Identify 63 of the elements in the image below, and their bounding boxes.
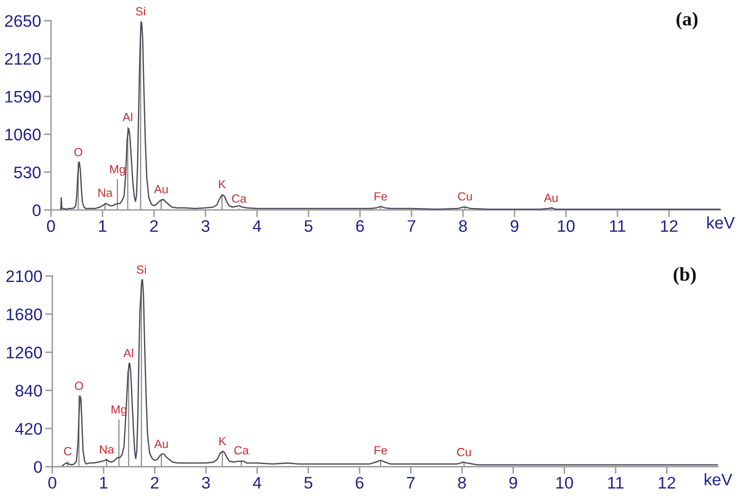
annotation: Al	[123, 348, 134, 358]
x-tick-label: 7	[408, 220, 416, 232]
y-tick-label: 1680	[6, 308, 42, 320]
x-tick-label: 12	[661, 220, 678, 232]
annotation: O	[74, 382, 83, 390]
x-tick-label: 11	[610, 220, 626, 232]
annotation: Ca	[234, 446, 249, 454]
annotation: Al	[122, 112, 132, 122]
annotation: Au	[544, 194, 558, 202]
x-tick-label: 6	[356, 220, 364, 232]
y-tick-label: 0	[34, 461, 42, 473]
y-tick-label: 0	[32, 204, 41, 216]
annotation: Fe	[374, 192, 387, 201]
annotation: K	[219, 437, 226, 446]
x-tick-label: 8	[458, 476, 466, 489]
y-tick-label: 420	[15, 422, 42, 435]
y-tick-label: 2100	[6, 270, 42, 282]
annotation: Mg	[110, 165, 125, 176]
y-tick-label: 530	[14, 166, 41, 178]
annotation: K	[219, 180, 226, 188]
x-tick-label: 2	[150, 220, 158, 232]
x-tick-label: 11	[608, 477, 624, 488]
x-axis-title: keV	[704, 473, 732, 486]
annotation: O	[74, 148, 82, 156]
x-tick-label: 5	[304, 477, 312, 489]
x-tick-label: 1	[100, 477, 108, 488]
annotation: C	[64, 447, 72, 456]
x-tick-label: 10	[558, 220, 575, 232]
annotation: Cu	[457, 448, 471, 456]
annotation: Si	[136, 6, 146, 16]
x-tick-label: 12	[658, 476, 676, 488]
y-tick-label: 2120	[5, 52, 41, 65]
x-tick-label: 9	[509, 476, 518, 489]
x-tick-label: 1	[99, 220, 106, 232]
annotation: Au	[154, 185, 168, 194]
annotation: (a)	[676, 12, 698, 30]
x-tick-label: 4	[252, 220, 262, 232]
x-tick-label: 0	[47, 220, 55, 232]
x-tick-label: 8	[459, 220, 467, 232]
annotation: Cu	[458, 192, 472, 201]
annotation: Fe	[374, 446, 387, 454]
y-tick-label: 1590	[5, 90, 41, 103]
x-tick-label: 4	[252, 477, 262, 488]
y-tick-label: 2650	[5, 15, 41, 27]
x-tick-label: 7	[406, 477, 415, 488]
x-axis-title: keV	[707, 216, 735, 229]
x-tick-label: 3	[202, 476, 210, 489]
x-tick-label: 0	[48, 476, 56, 489]
annotation: Na	[98, 188, 113, 197]
x-tick-label: 6	[356, 476, 364, 489]
annotation: Au	[154, 440, 168, 448]
annotation: Na	[100, 445, 114, 454]
x-tick-label: 10	[556, 476, 573, 489]
x-tick-label: 2	[150, 476, 159, 488]
y-tick-label: 1060	[5, 128, 41, 140]
x-tick-label: 9	[510, 220, 518, 232]
annotation: Si	[136, 265, 146, 274]
y-tick-label: 840	[16, 384, 42, 397]
annotation: Ca	[232, 194, 247, 203]
y-tick-label: 1260	[6, 346, 42, 358]
x-tick-label: 5	[304, 220, 312, 232]
annotation: (b)	[674, 267, 696, 285]
x-tick-label: 3	[202, 220, 210, 232]
